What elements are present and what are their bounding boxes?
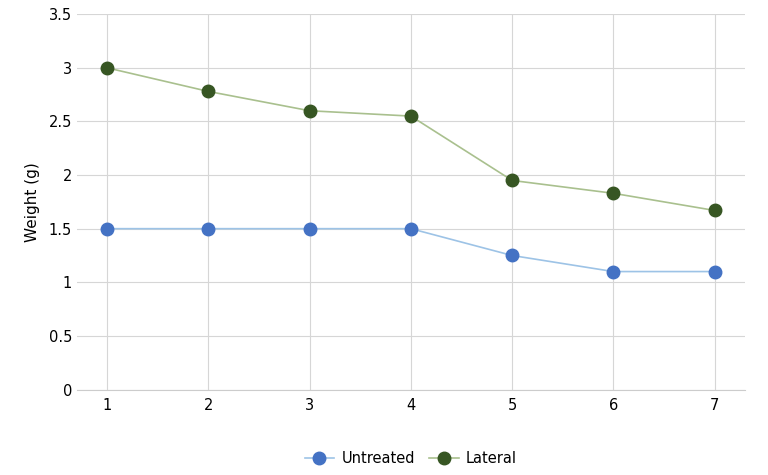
Untreated [609, 269, 618, 275]
Lateral [204, 89, 213, 95]
Untreated [103, 226, 112, 231]
Lateral [406, 113, 415, 119]
Untreated [305, 226, 314, 231]
Lateral [103, 65, 112, 71]
Untreated [508, 253, 517, 258]
Legend: Untreated, Lateral: Untreated, Lateral [299, 446, 523, 472]
Untreated [710, 269, 719, 275]
Untreated [204, 226, 213, 231]
Lateral [710, 208, 719, 213]
Untreated [406, 226, 415, 231]
Lateral [609, 190, 618, 196]
Line: Untreated: Untreated [101, 222, 721, 278]
Y-axis label: Weight (g): Weight (g) [25, 162, 40, 242]
Line: Lateral: Lateral [101, 62, 721, 217]
Lateral [305, 108, 314, 114]
Lateral [508, 178, 517, 183]
